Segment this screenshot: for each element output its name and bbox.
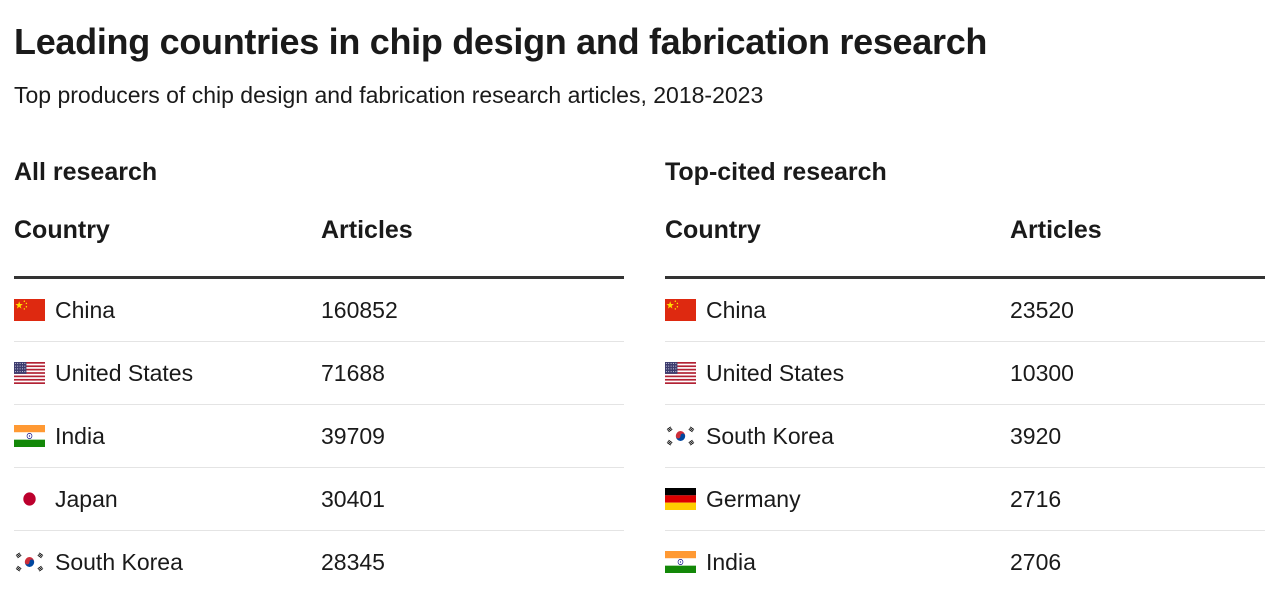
column-header-country: Country [665,216,761,244]
chart-title: Leading countries in chip design and fab… [14,21,988,62]
article-count: 2706 [1010,549,1062,575]
country-name: South Korea [55,549,183,575]
article-count: 30401 [321,486,385,512]
article-count: 23520 [1010,297,1074,323]
column-header-country: Country [14,216,110,244]
us-flag-icon [665,362,696,384]
article-count: 28345 [321,549,385,575]
country-name: United States [706,360,845,386]
article-count: 10300 [1010,360,1074,386]
kr-flag-icon [665,425,696,447]
table-row: United States 71688 [14,342,624,405]
article-count: 39709 [321,423,385,449]
kr-flag-icon [14,551,45,573]
country-name: China [55,297,116,323]
column-header-articles: Articles [1010,216,1102,244]
country-name: Japan [55,486,118,512]
table-header-row: Country Articles [14,209,624,279]
table-row: China 160852 [14,279,624,342]
article-count: 160852 [321,297,398,323]
table-row: India 39709 [14,405,624,468]
country-name: Germany [706,486,801,512]
table-row: Germany 2716 [665,468,1265,531]
table-row: United States 10300 [665,342,1265,405]
country-name: China [706,297,767,323]
table-body: China 23520 United States 10300 South Korea 3… [665,279,1265,594]
country-name: United States [55,360,194,386]
table-body: China 160852 United States 71688 India 39709 J… [14,279,624,594]
article-count: 3920 [1010,423,1062,449]
in-flag-icon [14,425,45,447]
cn-flag-icon [14,299,45,321]
article-count: 71688 [321,360,385,386]
section-title-all-research: All research [14,158,158,186]
table-all-research: All research Country Articles China 16085… [14,152,624,594]
country-name: India [55,423,105,449]
table-row: India 2706 [665,531,1265,594]
table-row: Japan 30401 [14,468,624,531]
article-count: 2716 [1010,486,1062,512]
de-flag-icon [665,488,696,510]
chart-subtitle: Top producers of chip design and fabrica… [14,82,764,108]
table-top-cited-research: Top-cited research Country Articles Chin… [665,152,1265,594]
jp-flag-icon [14,488,45,510]
table-row: South Korea 28345 [14,531,624,594]
country-name: India [706,549,756,575]
column-header-articles: Articles [321,216,413,244]
cn-flag-icon [665,299,696,321]
in-flag-icon [665,551,696,573]
table-header-row: Country Articles [665,209,1265,279]
us-flag-icon [14,362,45,384]
section-title-top-cited-research: Top-cited research [665,158,887,186]
country-name: South Korea [706,423,834,449]
table-row: South Korea 3920 [665,405,1265,468]
table-row: China 23520 [665,279,1265,342]
